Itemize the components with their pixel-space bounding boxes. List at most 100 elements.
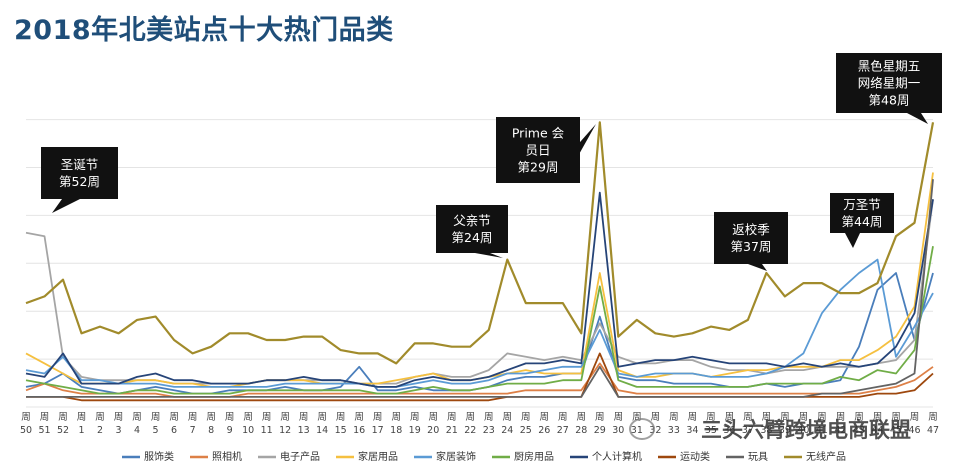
x-tick-label: 30: [612, 425, 624, 436]
x-tick-label: 周: [95, 412, 105, 423]
x-tick-label: 周: [391, 412, 401, 423]
x-tick-label: 周: [77, 412, 87, 423]
x-tick-label: 5: [153, 425, 159, 436]
callout-label: 第24周: [452, 230, 493, 245]
wechat-icon: [629, 418, 655, 440]
x-tick-label: 周: [706, 412, 716, 423]
x-tick-label: 32: [649, 425, 661, 436]
callout-box: [714, 212, 788, 264]
x-tick-label: 周: [225, 412, 235, 423]
x-tick-label: 周: [799, 412, 809, 423]
x-tick-label: 周: [206, 412, 216, 423]
x-tick-label: 周: [354, 412, 364, 423]
legend-entry: 电子产品: [280, 450, 320, 463]
x-tick-label: 38: [760, 425, 772, 436]
x-tick-label: 周: [114, 412, 124, 423]
x-tick-label: 周: [595, 412, 605, 423]
x-tick-label: 周: [373, 412, 383, 423]
x-tick-label: 45: [890, 425, 902, 436]
x-tick-label: 周: [910, 412, 920, 423]
x-tick-label: 10: [242, 425, 254, 436]
callout-box: [830, 193, 894, 233]
x-tick-label: 28: [575, 425, 587, 436]
callout-label: 第29周: [518, 160, 559, 175]
x-tick-label: 27: [557, 425, 569, 436]
x-tick-label: 周: [780, 412, 790, 423]
callout-pointer: [845, 233, 860, 248]
x-tick-label: 47: [927, 425, 939, 436]
x-tick-label: 周: [836, 412, 846, 423]
x-tick-label: 周: [669, 412, 679, 423]
x-tick-label: 4: [134, 425, 140, 436]
x-tick-label: 41: [816, 425, 828, 436]
x-tick-label: 15: [335, 425, 347, 436]
x-tick-label: 周: [577, 412, 587, 423]
x-tick-label: 周: [447, 412, 457, 423]
x-tick-label: 9: [227, 425, 233, 436]
x-tick-label: 42: [834, 425, 846, 436]
callout-label: 圣诞节: [61, 157, 99, 172]
callout-box: [41, 147, 118, 199]
series-line-6: [25, 246, 934, 395]
x-tick-label: 周: [614, 412, 624, 423]
legend-entry: 运动类: [680, 450, 710, 463]
x-tick-label: 43: [853, 425, 865, 436]
x-tick-label: 周: [540, 412, 550, 423]
chart-title: 2018年北美站点十大热门品类: [14, 15, 394, 46]
x-tick-label: 周: [262, 412, 272, 423]
series-line-7: [25, 191, 934, 388]
callout-label: 黑色星期五: [858, 59, 921, 74]
legend-entry: 家居用品: [358, 450, 398, 463]
x-tick-label: 17: [372, 425, 384, 436]
x-tick-label: 8: [208, 425, 214, 436]
x-tick-label: 周: [21, 412, 31, 423]
x-tick-label: 33: [668, 425, 680, 436]
legend-entry: 玩具: [748, 451, 768, 463]
legend-entry: 服饰类: [144, 450, 174, 463]
x-tick-label: 周: [725, 412, 735, 423]
x-tick-label: 6: [171, 425, 177, 436]
x-tick-label: 39: [779, 425, 791, 436]
x-tick-label: 周: [132, 412, 142, 423]
x-tick-label: 2: [97, 425, 103, 436]
x-tick-label: 周: [40, 412, 50, 423]
x-tick-label: 周: [58, 412, 68, 423]
x-tick-label: 35: [705, 425, 717, 436]
x-tick-label: 24: [501, 425, 513, 436]
x-tick-label: 周: [743, 412, 753, 423]
x-tick-label: 51: [38, 425, 50, 436]
x-tick-label: 21: [446, 425, 458, 436]
series-line-4: [25, 172, 934, 388]
callout-pointer: [907, 113, 928, 124]
x-tick-label: 周: [484, 412, 494, 423]
callout-label: 第48周: [869, 93, 910, 108]
callout-label: Prime 会: [512, 126, 565, 141]
callout-box: [836, 53, 942, 113]
series-line-9: [26, 179, 934, 398]
x-tick-label: 46: [908, 425, 920, 436]
callout-box: [496, 117, 580, 183]
x-tick-label: 周: [503, 412, 513, 423]
callout-label: 第44周: [842, 214, 883, 229]
legend-entry: 个人计算机: [592, 450, 642, 463]
callout-label: 第52周: [59, 174, 100, 189]
x-tick-label: 13: [298, 425, 310, 436]
callout-label: 父亲节: [453, 213, 491, 228]
x-tick-label: 周: [465, 412, 475, 423]
callout-pointer: [475, 253, 503, 258]
x-tick-label: 周: [317, 412, 327, 423]
callout-pointer: [573, 124, 596, 165]
x-tick-label: 周: [169, 412, 179, 423]
x-tick-label: 1: [79, 425, 85, 436]
x-tick-label: 周: [854, 412, 864, 423]
callout-label: 员日: [525, 143, 550, 158]
x-tick-label: 18: [390, 425, 402, 436]
x-tick-label: 7: [190, 425, 196, 436]
x-tick-label: 44: [871, 425, 883, 436]
x-tick-label: 周: [817, 412, 827, 423]
x-tick-label: 周: [521, 412, 531, 423]
x-tick-label: 周: [280, 412, 290, 423]
x-tick-label: 22: [464, 425, 476, 436]
callout-label: 万圣节: [843, 197, 881, 212]
legend-entry: 厨房用品: [514, 450, 554, 463]
